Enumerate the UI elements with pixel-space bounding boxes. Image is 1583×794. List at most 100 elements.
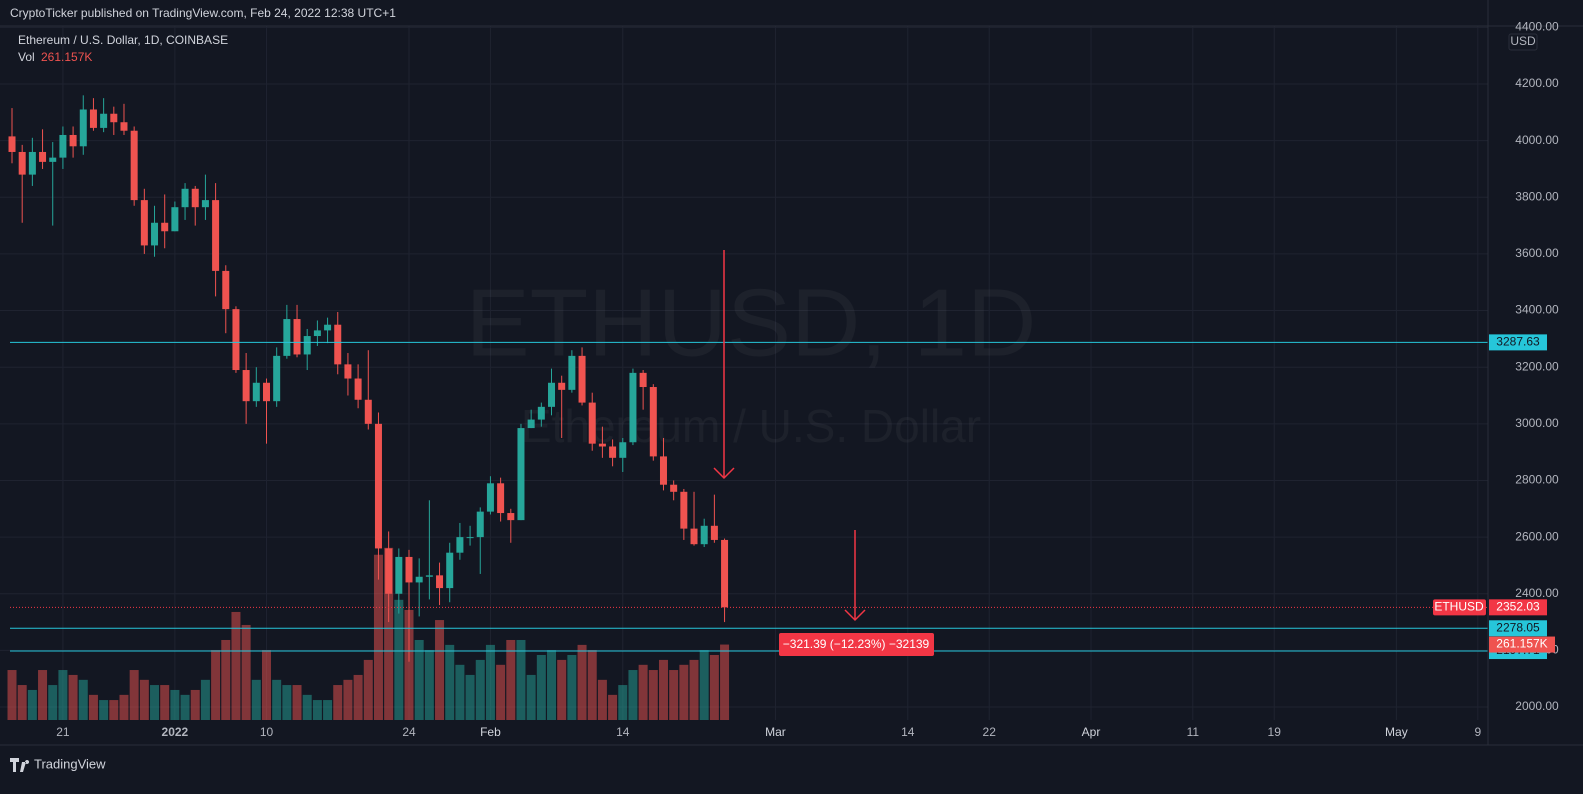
- volume-bar: [577, 644, 587, 720]
- candle-body: [262, 382, 270, 402]
- volume-bar: [190, 689, 200, 720]
- x-tick-label: Mar: [765, 725, 786, 739]
- candle-body: [537, 406, 545, 420]
- volume-bar: [557, 659, 567, 720]
- volume-bar: [485, 644, 495, 720]
- level-badge: [1489, 620, 1547, 637]
- candle-body: [558, 382, 566, 390]
- candle-body: [721, 539, 729, 608]
- y-tick-label: 4000.00: [1515, 133, 1559, 147]
- volume-bar: [435, 620, 445, 720]
- volume-bar: [68, 674, 78, 720]
- unit-badge: [1508, 33, 1538, 51]
- candle-body: [436, 575, 444, 589]
- volume-bar: [292, 685, 302, 720]
- y-tick-label: 3800.00: [1515, 189, 1559, 203]
- candle-body: [8, 136, 16, 152]
- volume-bar: [343, 679, 353, 720]
- candle-body: [69, 134, 77, 147]
- volume-bar: [648, 670, 658, 720]
- candle-body: [252, 382, 260, 402]
- candle-body: [619, 442, 627, 458]
- volume-bar: [109, 700, 119, 720]
- volume-bar: [658, 659, 668, 720]
- x-tick-label: 14: [616, 725, 630, 739]
- arrow-head: [713, 467, 735, 480]
- x-tick-label: 24: [402, 725, 416, 739]
- volume-bar: [597, 679, 607, 720]
- candle-body: [59, 134, 67, 158]
- volume-bar: [679, 664, 689, 720]
- candle-body: [201, 200, 209, 208]
- volume-bar: [414, 639, 424, 720]
- candle-body: [578, 355, 586, 403]
- candle-body: [395, 556, 403, 594]
- candle-body: [374, 423, 382, 549]
- candle-body: [405, 556, 413, 583]
- measure-box: [779, 633, 934, 656]
- volume-bar: [231, 611, 241, 720]
- candle-body: [415, 576, 423, 583]
- candle-body: [79, 109, 87, 147]
- volume-bar: [282, 685, 292, 720]
- volume-bar: [302, 694, 312, 720]
- candle-body: [89, 109, 97, 128]
- volume-bar: [119, 694, 129, 720]
- level-badge-label: 2278.05: [1496, 620, 1540, 634]
- candle-body: [354, 378, 362, 400]
- candle-body: [385, 548, 393, 594]
- x-tick-label: Apr: [1082, 725, 1101, 739]
- y-tick-label: 3600.00: [1515, 246, 1559, 260]
- volume-bar: [129, 670, 139, 720]
- volume-bar: [608, 694, 618, 720]
- x-tick-label: 19: [1268, 725, 1282, 739]
- candle-body: [670, 484, 678, 492]
- candle-body: [100, 113, 108, 128]
- y-tick-label: 2000.00: [1515, 699, 1559, 713]
- volume-bar: [720, 644, 730, 720]
- volume-bar: [58, 670, 68, 720]
- volume-bar: [353, 674, 363, 720]
- y-tick-label: 2600.00: [1515, 529, 1559, 543]
- candle-body: [649, 387, 657, 457]
- volume-badge: [1489, 636, 1555, 653]
- y-tick-label: 2800.00: [1515, 473, 1559, 487]
- brand: TradingView: [34, 756, 106, 771]
- y-tick-label: 4400.00: [1515, 20, 1559, 34]
- arrow-head: [844, 609, 866, 622]
- volume-bar: [547, 650, 557, 720]
- candle-body: [49, 157, 57, 162]
- volume-bar: [536, 655, 546, 720]
- logo: [10, 758, 30, 772]
- candle-body: [527, 419, 535, 429]
- measure-label: −321.39 (−12.23%) −32139: [783, 637, 930, 651]
- candle-body: [39, 151, 47, 162]
- unit-label: USD: [1510, 34, 1536, 48]
- candle-body: [161, 222, 169, 232]
- volume-bar: [7, 670, 17, 720]
- x-tick-label: 9: [1474, 725, 1481, 739]
- volume-bar: [496, 664, 506, 720]
- price-badge-label: 2352.03: [1496, 600, 1540, 614]
- candle-body: [28, 151, 36, 175]
- candle-body: [466, 537, 474, 539]
- x-tick-label: Feb: [480, 725, 501, 739]
- candle-body: [232, 309, 240, 371]
- candle-body: [212, 200, 220, 271]
- volume-bar: [170, 689, 180, 720]
- volume-bar: [567, 655, 577, 720]
- candle-body: [609, 446, 617, 458]
- candle-body: [517, 428, 525, 521]
- volume-bar: [221, 639, 231, 720]
- x-tick-label: May: [1385, 725, 1408, 739]
- volume-bar: [526, 674, 536, 720]
- candle-body: [486, 483, 494, 512]
- volume-bar: [516, 639, 526, 720]
- candle-body: [181, 188, 189, 208]
- volume-bar: [27, 689, 37, 720]
- volume-bar: [709, 655, 719, 720]
- candle-body: [140, 200, 148, 246]
- x-tick-label: 21: [56, 725, 70, 739]
- candle-body: [171, 207, 179, 232]
